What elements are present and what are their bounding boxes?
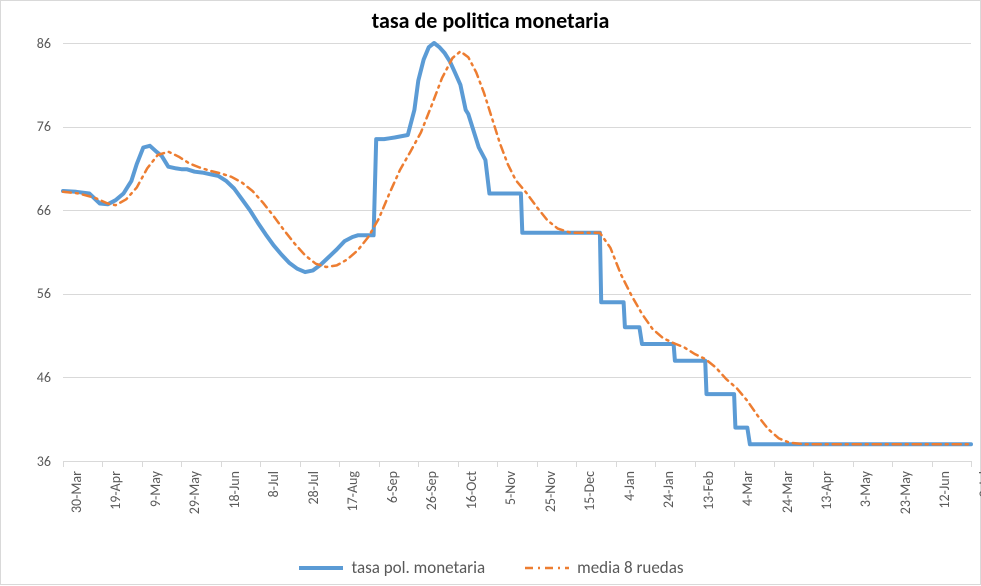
legend-swatch-ma8 [525, 562, 569, 574]
series-moving-average [63, 51, 971, 444]
chart-frame: tasa de politica monetaria 364656667686 … [0, 0, 981, 585]
series-policy-rate [63, 43, 971, 444]
legend-item-policy: tasa pol. monetaria [299, 557, 485, 578]
legend-item-ma8: media 8 ruedas [525, 557, 683, 578]
legend-label-policy: tasa pol. monetaria [351, 557, 485, 578]
legend-label-ma8: media 8 ruedas [577, 557, 683, 578]
plot-area [1, 1, 981, 586]
legend: tasa pol. monetaria media 8 ruedas [1, 557, 981, 578]
legend-swatch-policy [299, 562, 343, 574]
